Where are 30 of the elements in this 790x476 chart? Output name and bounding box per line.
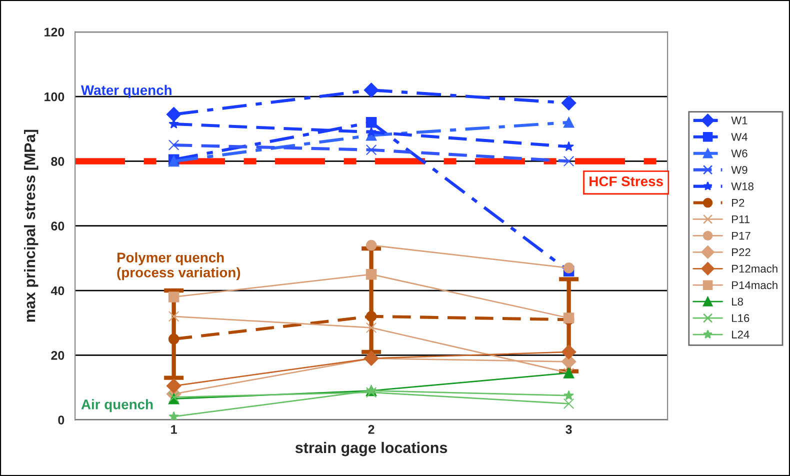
x-tick-label: 1 [171,425,177,434]
legend-label: L24 [732,330,750,338]
legend-label: P2 [732,198,744,207]
x-axis-title: strain gage locations [295,442,448,456]
y-tick-label: 20 [51,350,64,360]
legend-label: P17 [732,232,750,240]
annotation: Water quench [80,84,172,98]
legend-label: P22 [732,248,750,256]
y-tick-label: 120 [44,28,64,37]
legend-label: W6 [731,149,748,158]
legend-label: L16 [732,314,750,322]
x-tick-label: 3 [566,425,572,434]
legend-label: W4 [731,133,748,141]
legend-label: P11 [732,215,750,224]
legend-label: P12mach [732,264,778,273]
ref-line-label: HCF Stress [590,176,663,186]
y-tick-label: 40 [50,286,64,296]
y-tick-label: 100 [44,92,64,102]
y-axis-title: max principal stress [MPa] [24,130,38,322]
legend-label: W1 [731,116,748,124]
legend-label: W18 [731,182,754,190]
y-tick-label: 60 [51,222,64,231]
annotation: Polymer quench (process variation) [117,252,240,280]
y-tick-label: 0 [58,416,64,424]
legend-label: W9 [731,166,748,174]
x-tick-label: 2 [368,425,374,434]
legend-label: P14mach [732,280,778,290]
y-tick-label: 80 [51,157,64,166]
legend-label: L8 [732,298,744,306]
annotation: Air quench [81,399,153,412]
